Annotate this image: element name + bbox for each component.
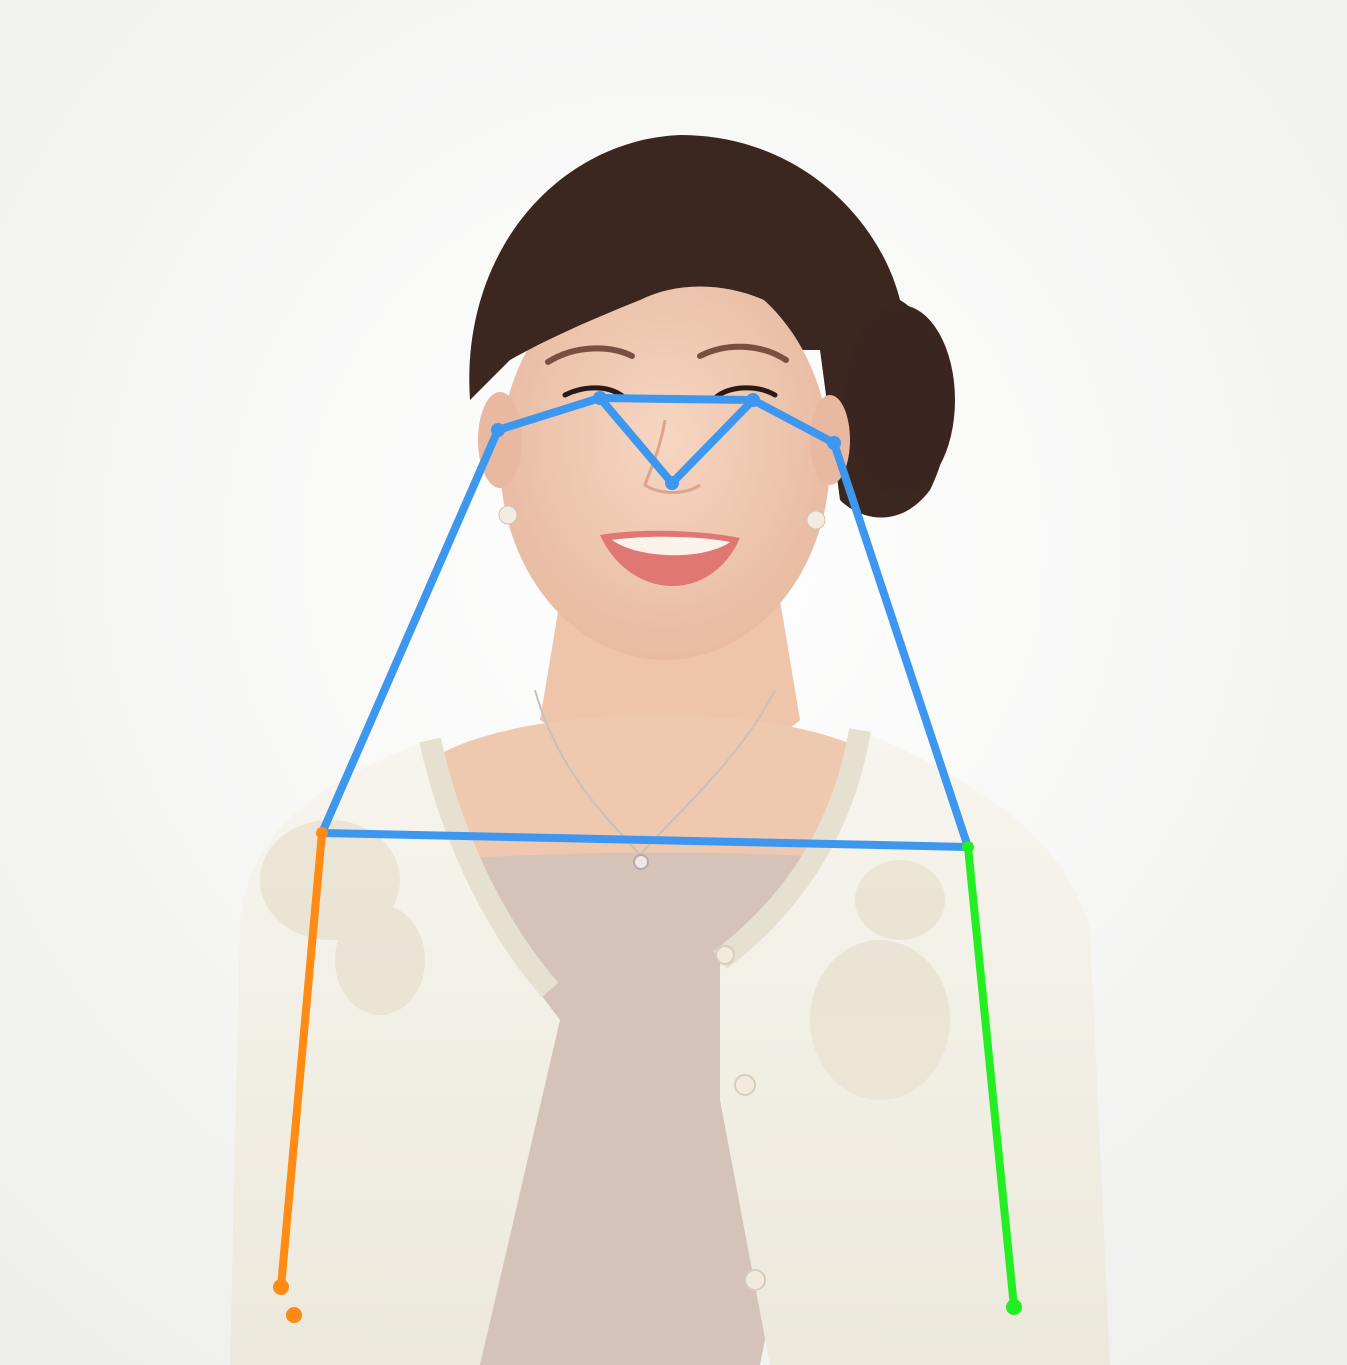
cardigan-buttons (715, 945, 766, 1291)
skeleton-shoulder-line (318, 829, 972, 851)
cardigan-neckline (419, 737, 559, 998)
skeleton-left-ear-shoulder (830, 439, 972, 851)
face (478, 221, 850, 660)
keypoint-right-ear (491, 423, 505, 437)
skeleton-right-upper-arm (277, 829, 326, 1291)
skeleton-eye-link (596, 394, 757, 404)
keypoint-right-shoulder (316, 827, 328, 839)
keypoint-left-shoulder (962, 841, 974, 853)
keypoint-nose (665, 476, 679, 490)
cardigan-neckline (713, 728, 871, 969)
skeleton-left-upper-arm (964, 843, 1018, 1311)
keypoint-left-ear (827, 436, 841, 450)
pose-overlay (273, 391, 1022, 1323)
keypoint-right-elbow (273, 1279, 289, 1295)
necklace-pendant (633, 854, 649, 870)
skeleton-right-ear-shoulder (318, 426, 502, 837)
keypoint-right-wrist (286, 1307, 302, 1323)
keypoint-left-elbow (1006, 1299, 1022, 1315)
keypoint-right-eye (593, 391, 607, 405)
keypoint-left-eye (746, 393, 760, 407)
lace-applique (260, 820, 950, 1100)
